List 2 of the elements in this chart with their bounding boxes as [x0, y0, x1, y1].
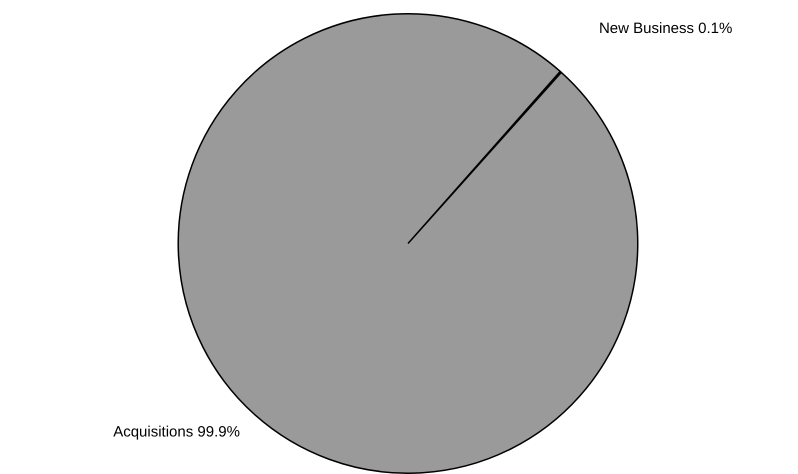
slice-label: New Business 0.1%: [598, 20, 732, 38]
slice-label: Acquisitions 99.9%: [113, 423, 240, 440]
